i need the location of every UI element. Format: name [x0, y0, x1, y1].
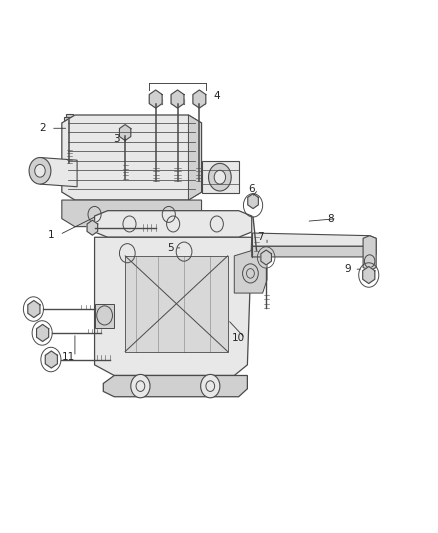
Polygon shape	[36, 325, 49, 342]
Text: 10: 10	[232, 333, 245, 343]
Polygon shape	[252, 233, 376, 246]
Polygon shape	[120, 133, 131, 136]
Polygon shape	[62, 200, 201, 227]
Circle shape	[214, 170, 226, 184]
Circle shape	[131, 374, 150, 398]
Circle shape	[201, 374, 220, 398]
Polygon shape	[261, 250, 272, 265]
Text: 4: 4	[213, 91, 220, 101]
Polygon shape	[125, 256, 228, 352]
Polygon shape	[45, 351, 57, 368]
Polygon shape	[28, 301, 40, 318]
Text: 1: 1	[48, 230, 54, 240]
Polygon shape	[95, 237, 252, 375]
Circle shape	[208, 164, 231, 191]
Polygon shape	[188, 115, 201, 200]
Circle shape	[29, 158, 51, 184]
Polygon shape	[201, 161, 239, 193]
Polygon shape	[150, 99, 162, 104]
Circle shape	[35, 165, 45, 177]
Polygon shape	[103, 375, 247, 397]
Polygon shape	[171, 90, 184, 108]
Polygon shape	[193, 99, 205, 104]
Polygon shape	[62, 115, 201, 200]
Polygon shape	[171, 99, 184, 104]
Polygon shape	[120, 125, 131, 141]
Text: 9: 9	[345, 264, 351, 274]
Polygon shape	[252, 246, 376, 257]
Polygon shape	[87, 220, 98, 235]
Text: 11: 11	[62, 352, 75, 362]
Polygon shape	[149, 90, 162, 108]
Polygon shape	[64, 117, 74, 120]
Polygon shape	[363, 236, 376, 270]
Text: 3: 3	[113, 134, 120, 144]
Polygon shape	[95, 304, 114, 328]
Text: 7: 7	[257, 232, 264, 243]
Polygon shape	[40, 158, 77, 187]
Polygon shape	[193, 90, 206, 108]
Polygon shape	[363, 266, 375, 284]
Polygon shape	[66, 114, 73, 117]
Polygon shape	[95, 211, 252, 237]
Text: 2: 2	[39, 123, 46, 133]
Polygon shape	[234, 251, 267, 293]
Text: 8: 8	[327, 214, 334, 224]
Text: 5: 5	[168, 243, 174, 253]
Polygon shape	[248, 193, 258, 208]
Text: 6: 6	[248, 184, 255, 195]
